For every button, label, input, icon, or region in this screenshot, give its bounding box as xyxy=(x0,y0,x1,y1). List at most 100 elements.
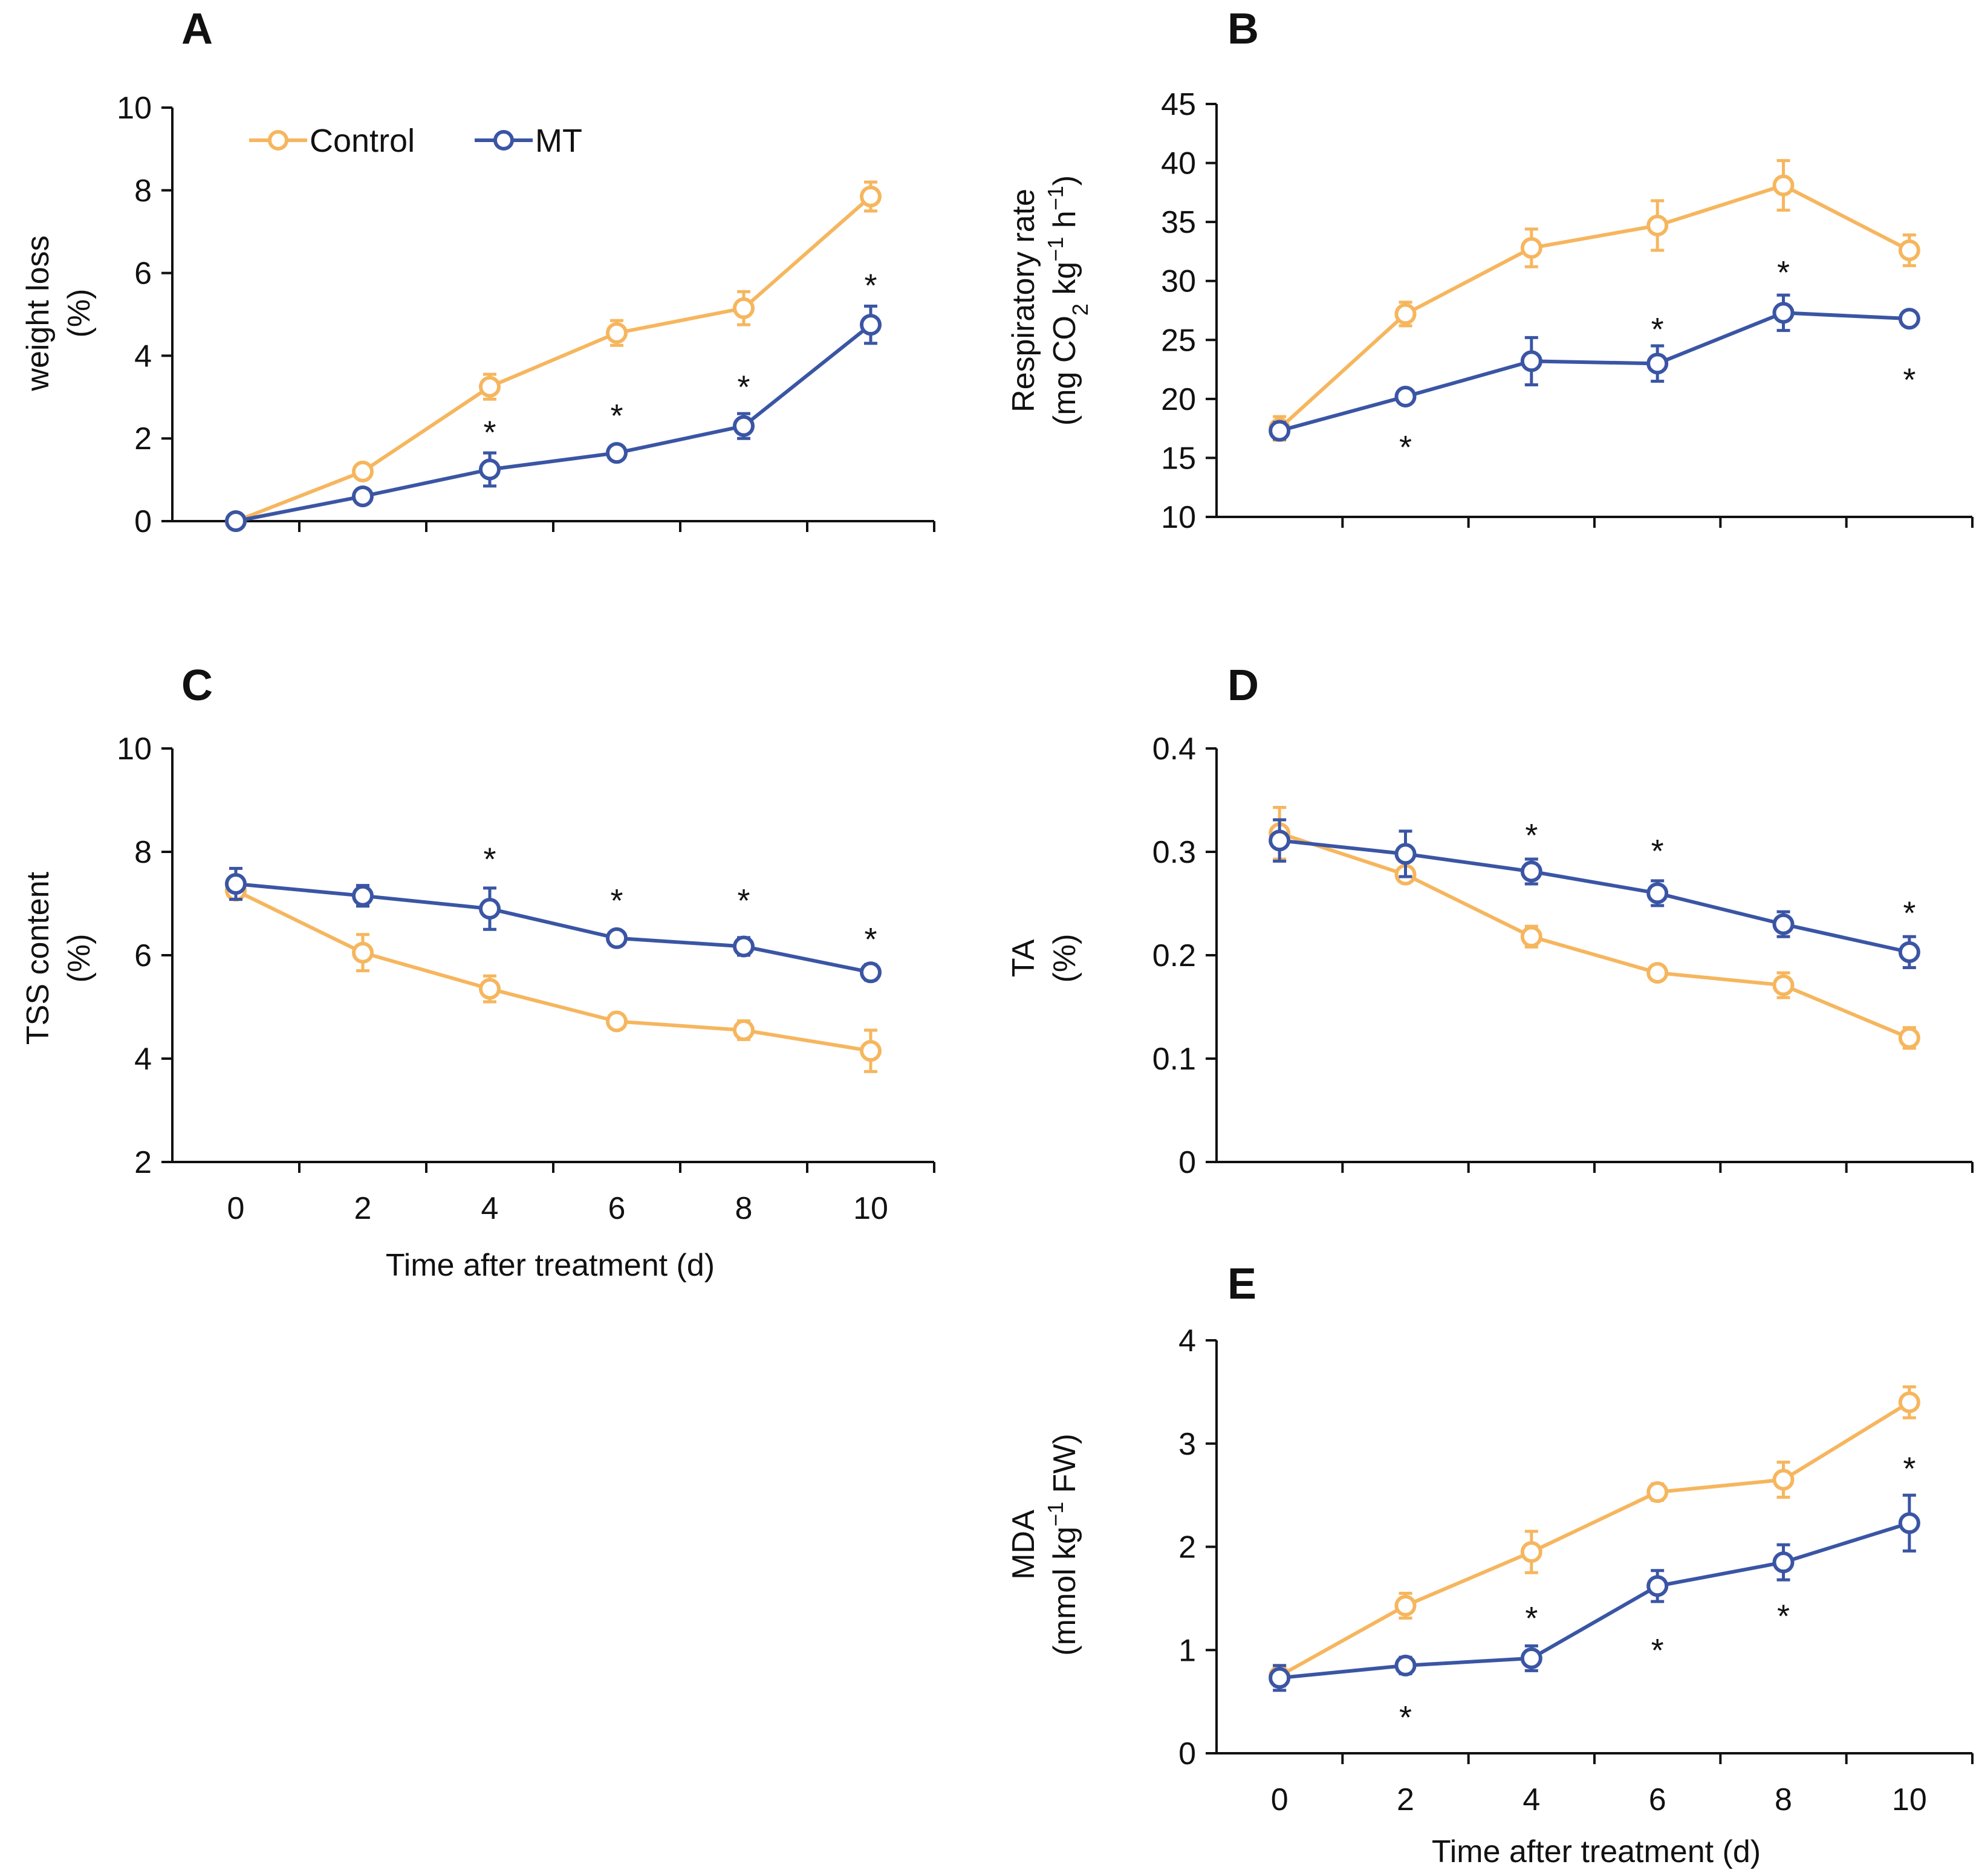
panel-d-mt-point-1 xyxy=(1394,843,1417,865)
panel-a-mt-point-5 xyxy=(860,314,882,336)
panel-e-xtick-label-1: 2 xyxy=(1397,1782,1414,1817)
panel-d-ytick-label-2: 0.2 xyxy=(1152,938,1196,973)
panel-b-y-axis-title: Respiratory rate (mg CO2 kg−1 h−1) xyxy=(1006,175,1093,426)
panel-d-mt-point-5 xyxy=(1898,941,1920,963)
panel-c-control-point-4 xyxy=(733,1019,755,1041)
panel-e-control-point-5 xyxy=(1898,1391,1920,1413)
panel-b-control-point-1 xyxy=(1394,303,1417,325)
panel-c-mt-point-1 xyxy=(352,884,374,907)
panel-b-ytick-label-5: 35 xyxy=(1161,205,1196,240)
panel-a-ytick-label-3: 6 xyxy=(134,256,152,291)
panel-c-ytick-label-2: 6 xyxy=(134,938,152,973)
panel-b-significance-mark-2: * xyxy=(1777,255,1790,291)
panel-c-ylabel-line2: (%) xyxy=(62,934,97,983)
panel-c-control-point-2 xyxy=(479,978,501,1000)
panel-b-significance-mark-1: * xyxy=(1651,311,1664,348)
panel-e-ylabel-line2: (mmol kg−1 FW) xyxy=(1043,1433,1083,1655)
panel-e-xtick-label-4: 8 xyxy=(1775,1782,1792,1817)
panel-a-plot: 0 2 4 6 8 10 * * * * xyxy=(117,91,935,539)
panel-d-control-point-3 xyxy=(1646,962,1669,984)
panel-d-ytick-label-0: 0 xyxy=(1178,1145,1196,1180)
panel-b-series-mt xyxy=(1269,293,1920,442)
panel-b-ytick-label-6: 40 xyxy=(1161,146,1196,181)
panel-c-y-axis-title: TSS content (%) xyxy=(21,871,97,1045)
panel-c-xtick-label-2: 4 xyxy=(481,1191,499,1226)
panel-e-xlabel: Time after treatment (d) xyxy=(1432,1834,1761,1869)
panel-a-control-point-2 xyxy=(479,375,501,398)
panel-b-control-point-4 xyxy=(1772,174,1795,196)
panel-a-ylabel-line1: weight loss xyxy=(21,235,56,391)
panel-c-control-point-5 xyxy=(860,1040,882,1062)
panel-b-ytick-label-2: 20 xyxy=(1161,382,1196,417)
panel-e-xtick-label-0: 0 xyxy=(1271,1782,1288,1817)
panel-c-xtick-label-1: 2 xyxy=(354,1191,372,1226)
panel-e-xtick-label-3: 6 xyxy=(1649,1782,1666,1817)
panel-e-control-line xyxy=(1278,1400,1911,1678)
panel-b-ytick-label-1: 15 xyxy=(1161,441,1196,476)
panel-e-significance-mark-0: * xyxy=(1399,1699,1412,1736)
panel-c-xtick-label-0: 0 xyxy=(227,1191,245,1226)
panel-a-ylabel-line2: (%) xyxy=(62,289,97,338)
panel-e-ytick-label-0: 0 xyxy=(1178,1736,1196,1771)
panel-c-significance-mark-3: * xyxy=(864,921,877,958)
panel-c-control-point-1 xyxy=(352,941,374,964)
panel-b-control-point-5 xyxy=(1898,239,1920,261)
panel-e: E MDA (mmol kg−1 FW) Time after treatmen… xyxy=(1006,1260,1761,1869)
panel-c-label: C xyxy=(181,661,213,710)
panel-c-significance-mark-2: * xyxy=(737,883,750,919)
panel-c-ytick-label-4: 10 xyxy=(117,732,152,767)
panel-b-mt-point-3 xyxy=(1646,352,1669,375)
panel-a-ytick-label-1: 2 xyxy=(134,421,152,456)
panel-c-series-control xyxy=(225,880,882,1073)
panel-c-significance-mark-0: * xyxy=(483,842,496,878)
panel-d: D TA (%) xyxy=(1006,661,1259,982)
panel-e-y-axis-title: MDA (mmol kg−1 FW) xyxy=(1006,1433,1082,1655)
panel-d-plot: 0 0.1 0.2 0.3 0.4 * * * xyxy=(1152,732,1974,1180)
panel-e-control-point-1 xyxy=(1394,1594,1417,1617)
panel-b: B Respiratory rate (mg CO2 kg−1 h−1) xyxy=(1006,5,1259,426)
panel-d-ytick-label-3: 0.3 xyxy=(1152,835,1196,870)
panel-c-ytick-label-1: 4 xyxy=(134,1042,152,1077)
panel-b-ytick-label-0: 10 xyxy=(1161,500,1196,535)
panel-b-mt-point-4 xyxy=(1772,302,1795,324)
panel-a-control-line xyxy=(235,195,872,523)
panel-c-xtick-label-3: 6 xyxy=(608,1191,626,1226)
panel-d-series-control xyxy=(1269,805,1920,1050)
panel-a-label: A xyxy=(181,5,213,53)
panel-e-xtick-label-2: 4 xyxy=(1522,1782,1540,1817)
panel-d-y-axis-title: TA (%) xyxy=(1006,934,1082,983)
panel-b-ylabel-line2: (mg CO2 kg−1 h−1) xyxy=(1043,175,1093,426)
panel-c-control-line xyxy=(235,889,871,1053)
panel-d-ytick-label-1: 0.1 xyxy=(1152,1042,1196,1077)
panel-b-ytick-label-7: 45 xyxy=(1161,87,1196,122)
panel-c-significance-mark-1: * xyxy=(610,883,623,919)
panel-a-series-mt xyxy=(225,304,882,532)
panel-e-mt-point-2 xyxy=(1520,1647,1542,1669)
panel-d-mt-point-0 xyxy=(1269,829,1291,852)
panel-d-significance-mark-0: * xyxy=(1525,817,1538,854)
panel-e-mt-point-1 xyxy=(1394,1654,1417,1676)
panel-d-mt-point-3 xyxy=(1646,882,1669,904)
legend-mt-marker xyxy=(493,130,514,151)
panel-d-significance-mark-2: * xyxy=(1903,895,1916,931)
panel-a-mt-point-0 xyxy=(225,510,247,532)
panel-b-ytick-label-3: 25 xyxy=(1161,323,1196,358)
panel-d-mt-line xyxy=(1279,839,1910,954)
panel-a-significance-mark-0: * xyxy=(483,415,496,451)
panel-e-significance-mark-1: * xyxy=(1525,1600,1538,1637)
panel-a-ytick-label-2: 4 xyxy=(134,339,152,374)
legend-mt-label: MT xyxy=(535,123,582,159)
panel-c-mt-point-0 xyxy=(225,873,247,895)
panel-c-mt-point-2 xyxy=(479,898,501,920)
panel-a-significance-mark-3: * xyxy=(864,268,877,304)
panel-d-mt-point-4 xyxy=(1772,913,1795,935)
panel-d-label: D xyxy=(1227,661,1259,710)
panel-e-control-point-2 xyxy=(1520,1541,1542,1563)
panel-a-mt-line xyxy=(235,323,872,523)
panel-a-significance-mark-1: * xyxy=(610,398,623,434)
panel-e-significance-mark-2: * xyxy=(1651,1632,1664,1669)
panel-e-ytick-label-1: 1 xyxy=(1178,1633,1196,1668)
panel-e-mt-point-5 xyxy=(1898,1512,1920,1534)
panel-c-mt-line xyxy=(235,882,871,975)
